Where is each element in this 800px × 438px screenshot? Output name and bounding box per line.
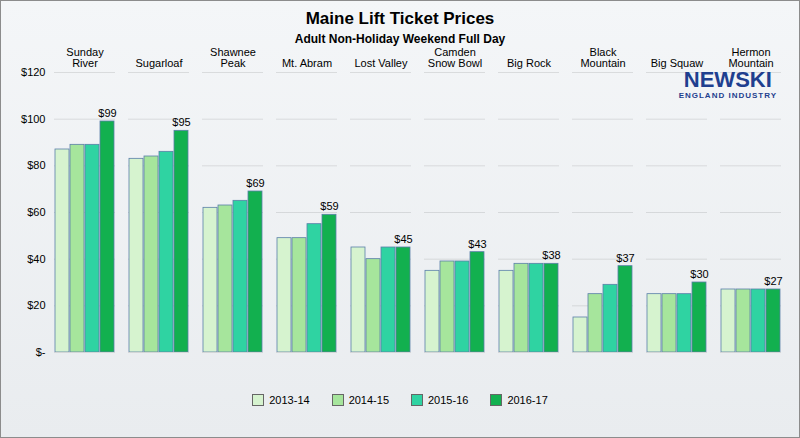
html-text:NEWSKI: NEWSKI bbox=[683, 67, 772, 92]
svg-text:$45: $45 bbox=[394, 233, 412, 245]
svg-text:$99: $99 bbox=[98, 107, 116, 119]
html-text:2013-14: 2013-14 bbox=[269, 394, 310, 406]
svg-text:$95: $95 bbox=[172, 116, 190, 128]
svg-text:HermonMountain: HermonMountain bbox=[728, 46, 773, 69]
svg-text:$120: $120 bbox=[21, 66, 45, 78]
svg-text:$-: $- bbox=[36, 346, 46, 358]
html-text:2016-17: 2016-17 bbox=[507, 394, 548, 406]
svg-text:$80: $80 bbox=[27, 159, 45, 171]
html-text:2014-15: 2014-15 bbox=[348, 394, 389, 406]
svg-text:$40: $40 bbox=[27, 253, 45, 265]
svg-text:$30: $30 bbox=[690, 268, 708, 280]
svg-text:$69: $69 bbox=[246, 177, 264, 189]
svg-text:BlackMountain: BlackMountain bbox=[580, 46, 625, 69]
svg-text:$27: $27 bbox=[764, 275, 782, 287]
svg-text:CamdenSnow Bowl: CamdenSnow Bowl bbox=[428, 46, 482, 69]
svg-text:Sugarloaf: Sugarloaf bbox=[135, 57, 183, 69]
svg-text:$60: $60 bbox=[27, 206, 45, 218]
html-text:2015-16: 2015-16 bbox=[428, 394, 469, 406]
svg-text:$59: $59 bbox=[320, 200, 338, 212]
html-text:Maine Lift Ticket Prices: Maine Lift Ticket Prices bbox=[305, 9, 495, 28]
svg-text:SundayRiver: SundayRiver bbox=[66, 46, 104, 69]
svg-text:Lost Valley: Lost Valley bbox=[355, 57, 408, 69]
svg-text:$37: $37 bbox=[616, 252, 634, 264]
svg-text:Big Squaw: Big Squaw bbox=[651, 57, 704, 69]
svg-text:$38: $38 bbox=[542, 249, 560, 261]
svg-text:$43: $43 bbox=[468, 238, 486, 250]
html-text:ENGLAND INDUSTRY: ENGLAND INDUSTRY bbox=[678, 91, 777, 100]
svg-text:$20: $20 bbox=[27, 299, 45, 311]
svg-text:Mt. Abram: Mt. Abram bbox=[282, 57, 332, 69]
svg-text:Big Rock: Big Rock bbox=[507, 57, 552, 69]
html-text:Adult Non-Holiday Weekend Full: Adult Non-Holiday Weekend Full Day bbox=[294, 32, 506, 46]
svg-text:ShawneePeak: ShawneePeak bbox=[210, 46, 256, 69]
svg-text:$100: $100 bbox=[21, 113, 45, 125]
